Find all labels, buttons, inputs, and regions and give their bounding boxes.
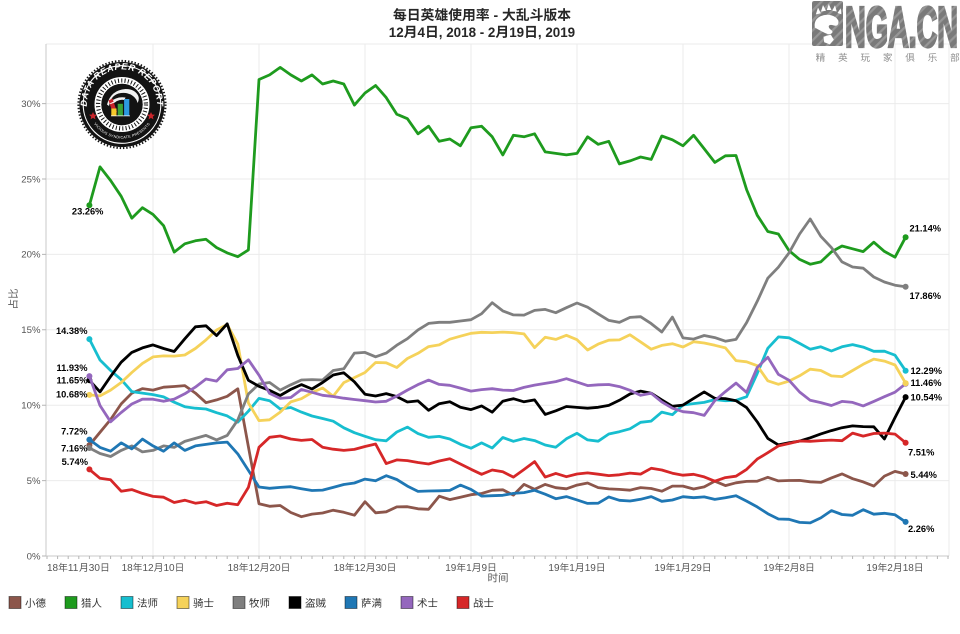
svg-text:5.74%: 5.74% (62, 457, 89, 467)
svg-text:2: 2 (887, 563, 893, 574)
svg-text:, 2019: , 2019 (538, 25, 575, 40)
svg-text:30: 30 (376, 563, 388, 574)
svg-text:-: - (490, 7, 502, 23)
svg-text:1: 1 (466, 563, 472, 574)
svg-text:10.68%: 10.68% (56, 390, 88, 400)
svg-text:25%: 25% (21, 174, 41, 185)
svg-text:7.16%: 7.16% (61, 444, 88, 454)
svg-text:2: 2 (784, 563, 790, 574)
svg-text:21.14%: 21.14% (910, 223, 942, 233)
svg-text:5%: 5% (27, 476, 41, 487)
svg-text:17.86%: 17.86% (910, 291, 942, 301)
svg-text:18: 18 (228, 563, 240, 574)
svg-text:12: 12 (389, 25, 404, 40)
svg-text:19: 19 (509, 25, 524, 40)
svg-text:19: 19 (585, 563, 597, 574)
svg-text:18: 18 (122, 563, 134, 574)
svg-text:30: 30 (89, 563, 101, 574)
svg-text:1: 1 (675, 563, 681, 574)
svg-text:19: 19 (654, 563, 666, 574)
svg-text:11: 11 (68, 563, 79, 574)
svg-text:19: 19 (445, 563, 457, 574)
svg-text:23.26%: 23.26% (72, 206, 104, 216)
svg-text:10: 10 (164, 563, 176, 574)
svg-text:0%: 0% (27, 551, 41, 562)
svg-text:14.38%: 14.38% (56, 326, 88, 336)
svg-text:, 2018 - 2: , 2018 - 2 (439, 25, 496, 40)
svg-text:18: 18 (47, 563, 59, 574)
svg-text:29: 29 (691, 563, 703, 574)
svg-text:15%: 15% (21, 325, 41, 336)
svg-text:9: 9 (482, 563, 488, 574)
svg-text:20%: 20% (21, 250, 41, 261)
svg-text:12: 12 (143, 563, 155, 574)
svg-text:8: 8 (800, 563, 806, 574)
svg-text:19: 19 (763, 563, 775, 574)
svg-text:7.72%: 7.72% (61, 427, 88, 437)
svg-text:11.93%: 11.93% (56, 363, 88, 373)
svg-text:1: 1 (569, 563, 575, 574)
svg-text:19: 19 (548, 563, 560, 574)
svg-text:10%: 10% (21, 401, 41, 412)
svg-text:19: 19 (866, 563, 878, 574)
svg-text:20: 20 (270, 563, 282, 574)
svg-text:4: 4 (418, 25, 426, 40)
svg-text:7.51%: 7.51% (908, 448, 935, 458)
svg-text:11.65%: 11.65% (56, 375, 88, 385)
svg-text:2.26%: 2.26% (908, 524, 935, 534)
svg-text:10.54%: 10.54% (911, 392, 943, 402)
svg-text:30%: 30% (21, 99, 41, 110)
svg-text:5.44%: 5.44% (911, 470, 938, 480)
svg-text:11.46%: 11.46% (911, 378, 943, 388)
svg-text:12: 12 (249, 563, 261, 574)
svg-text:18: 18 (903, 563, 915, 574)
svg-text:12.29%: 12.29% (911, 366, 943, 376)
svg-text:18: 18 (334, 563, 346, 574)
svg-text:12: 12 (355, 563, 367, 574)
